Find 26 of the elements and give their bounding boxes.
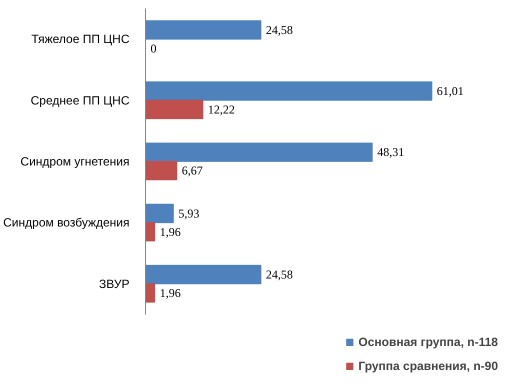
bar [146, 160, 178, 180]
y-tick-label: ЗВУР [99, 276, 130, 291]
y-tick-label: Синдром возбуждения [3, 216, 130, 230]
y-tick-label: Среднее ПП ЦНС [30, 93, 130, 108]
data-label: 24,58 [266, 22, 293, 37]
bar [146, 100, 204, 120]
data-label: 0 [150, 41, 156, 56]
legend-label: Основная группа, n-118 [358, 335, 498, 349]
data-label: 6,67 [182, 164, 203, 178]
data-label: 48,31 [377, 145, 404, 160]
y-tick-label: Синдром угнетения [20, 154, 130, 168]
data-label: 1,96 [160, 224, 181, 239]
data-label: 12,22 [208, 102, 235, 116]
data-label: 24,58 [266, 268, 293, 282]
bar [146, 81, 432, 101]
data-label: 1,96 [160, 286, 181, 300]
y-tick-label: Тяжелое ПП ЦНС [31, 32, 130, 46]
legend-label: Группа сравнения, n-90 [358, 359, 498, 373]
bar [146, 142, 373, 162]
data-label: 61,01 [436, 84, 464, 98]
bar [146, 264, 262, 284]
bar [146, 222, 156, 242]
bar [146, 283, 156, 303]
data-label: 5,93 [178, 206, 200, 220]
bar [146, 20, 262, 40]
bar [146, 204, 174, 224]
